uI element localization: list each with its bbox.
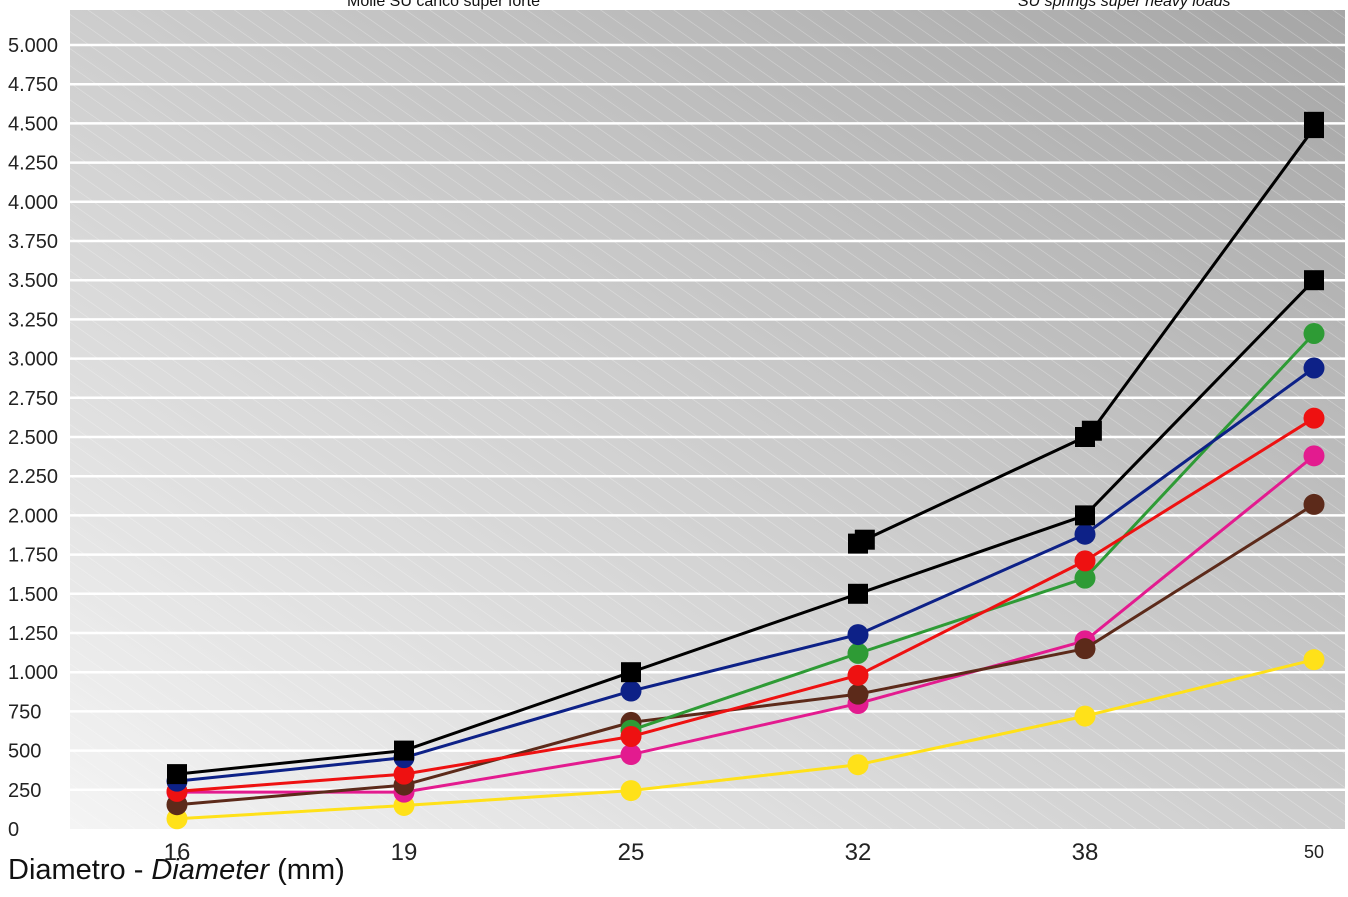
x-tick-label: 19 bbox=[391, 839, 418, 866]
y-tick-label: 3.500 bbox=[8, 270, 58, 292]
data-point bbox=[167, 764, 187, 785]
x-axis-ticks: 16 19 25 32 38 50 bbox=[164, 839, 1324, 866]
data-point bbox=[1303, 323, 1325, 345]
series-line bbox=[176, 366, 1315, 783]
x-tick-label: 32 bbox=[845, 839, 872, 866]
y-tick-label: 1.250 bbox=[8, 623, 58, 645]
y-tick-label: 1.750 bbox=[8, 545, 58, 567]
data-point bbox=[1081, 420, 1102, 441]
data-point bbox=[1074, 523, 1096, 545]
y-tick-label: 5.000 bbox=[8, 35, 58, 57]
y-tick-label: 0 bbox=[8, 819, 19, 841]
plot-hatch bbox=[70, 10, 1345, 829]
series-group bbox=[166, 111, 1325, 830]
data-point bbox=[854, 529, 875, 550]
x-tick-label: 38 bbox=[1072, 839, 1099, 866]
series-5 bbox=[166, 407, 1325, 802]
data-point bbox=[1074, 705, 1096, 727]
y-tick-label: 2.000 bbox=[8, 505, 58, 527]
data-point bbox=[847, 754, 869, 776]
data-point bbox=[1304, 111, 1324, 132]
data-point bbox=[1074, 567, 1096, 589]
x-axis-label-suffix: (mm) bbox=[269, 854, 345, 886]
data-point bbox=[1074, 638, 1096, 660]
data-point bbox=[620, 725, 642, 747]
y-tick-label: 2.750 bbox=[8, 388, 58, 410]
y-tick-label: 4.750 bbox=[8, 74, 58, 96]
y-tick-label: 1.500 bbox=[8, 584, 58, 606]
series-line bbox=[176, 416, 1315, 793]
x-axis-label-prefix: Diametro - bbox=[8, 854, 152, 886]
data-point bbox=[620, 680, 642, 702]
plot-background bbox=[70, 10, 1345, 829]
series-line bbox=[176, 658, 1315, 821]
data-point bbox=[1303, 445, 1325, 467]
series-line bbox=[176, 503, 1315, 807]
data-point bbox=[1303, 407, 1325, 429]
y-tick-label: 3.250 bbox=[8, 309, 58, 331]
y-tick-label: 2.500 bbox=[8, 427, 58, 449]
data-point bbox=[847, 642, 869, 664]
y-tick-label: 750 bbox=[8, 701, 41, 723]
series-line bbox=[630, 332, 1316, 732]
header-fragment-2: SU springs super heavy loads bbox=[1018, 0, 1231, 10]
data-point bbox=[1304, 270, 1324, 291]
data-point bbox=[1075, 505, 1095, 526]
data-point bbox=[1303, 649, 1325, 671]
y-tick-label: 250 bbox=[8, 780, 41, 802]
data-point bbox=[847, 664, 869, 686]
data-point bbox=[847, 683, 869, 705]
header-fragments: Molle SU carico super forte SU springs su… bbox=[347, 0, 1231, 10]
x-tick-label: 50 bbox=[1304, 842, 1324, 862]
y-tick-label: 1.000 bbox=[8, 662, 58, 684]
data-point bbox=[394, 740, 414, 761]
y-axis-ticks: 0 250 500 750 1.000 1.250 1.500 1.750 2.000 2.250… bbox=[8, 35, 58, 841]
y-tick-label: 4.500 bbox=[8, 113, 58, 135]
series-line bbox=[176, 279, 1316, 776]
data-point bbox=[848, 583, 868, 604]
y-tick-label: 3.750 bbox=[8, 231, 58, 253]
data-point bbox=[620, 744, 642, 766]
series-8 bbox=[848, 111, 1324, 554]
x-tick-label: 16 bbox=[164, 839, 191, 866]
header-fragment-1: Molle SU carico super forte bbox=[347, 0, 540, 10]
data-point bbox=[1074, 550, 1096, 572]
y-tick-label: 2.250 bbox=[8, 466, 58, 488]
data-point bbox=[1303, 493, 1325, 515]
y-tick-label: 500 bbox=[8, 741, 41, 763]
data-point bbox=[620, 780, 642, 802]
y-tick-label: 3.000 bbox=[8, 349, 58, 371]
y-tick-label: 4.000 bbox=[8, 192, 58, 214]
series-7 bbox=[167, 270, 1324, 785]
grid-lines bbox=[70, 43, 1345, 792]
x-axis-label-italic: Diameter bbox=[151, 854, 270, 886]
data-point bbox=[621, 662, 641, 683]
series-line bbox=[177, 454, 1315, 794]
data-point bbox=[1303, 357, 1325, 379]
series-4 bbox=[620, 323, 1325, 741]
y-tick-label: 4.250 bbox=[8, 153, 58, 175]
data-point bbox=[847, 624, 869, 646]
x-axis-label: Diametro - Diameter (mm) bbox=[8, 854, 345, 887]
data-point bbox=[393, 763, 415, 785]
x-tick-label: 25 bbox=[618, 839, 645, 866]
